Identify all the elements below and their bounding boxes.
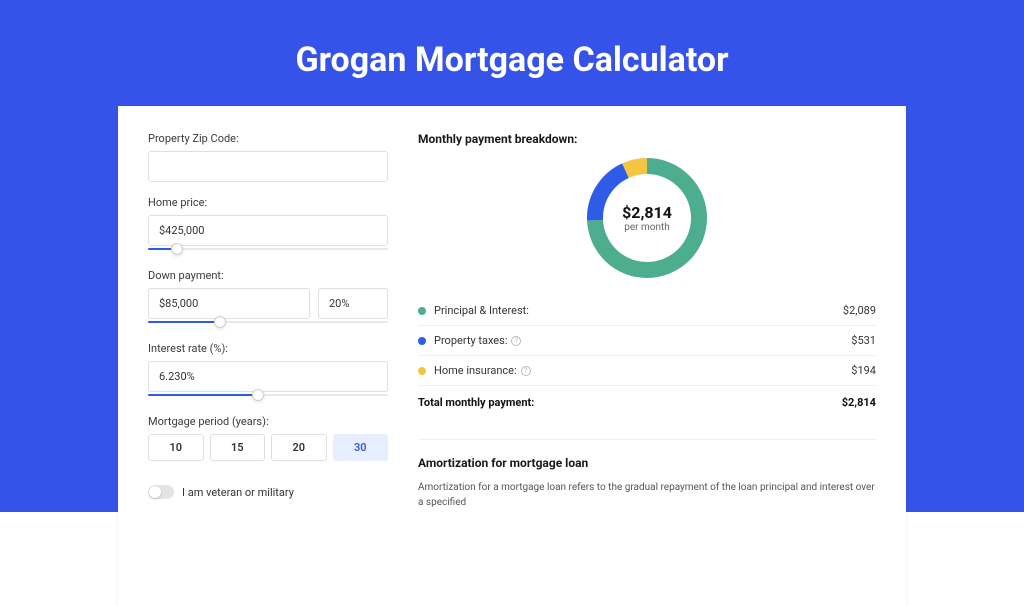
home-price-slider[interactable] xyxy=(148,245,388,255)
zip-input[interactable] xyxy=(148,151,388,182)
period-option-30[interactable]: 30 xyxy=(333,434,389,461)
legend-label: Property taxes:? xyxy=(434,334,851,347)
legend-value: $2,089 xyxy=(843,304,876,317)
total-label: Total monthly payment: xyxy=(418,396,842,409)
amortization-title: Amortization for mortgage loan xyxy=(418,456,876,470)
legend-dot xyxy=(418,307,426,315)
down-payment-label: Down payment: xyxy=(148,269,388,282)
period-option-15[interactable]: 15 xyxy=(210,434,266,461)
home-price-input[interactable] xyxy=(148,215,388,246)
breakdown-title: Monthly payment breakdown: xyxy=(418,132,876,146)
down-payment-input[interactable] xyxy=(148,288,310,319)
page-background: Grogan Mortgage Calculator Property Zip … xyxy=(0,0,1024,512)
total-row: Total monthly payment: $2,814 xyxy=(418,386,876,423)
form-panel: Property Zip Code: Home price: Down paym… xyxy=(148,132,388,580)
interest-rate-slider-thumb[interactable] xyxy=(252,389,264,401)
legend: Principal & Interest:$2,089Property taxe… xyxy=(418,296,876,386)
down-payment-pct-input[interactable] xyxy=(318,288,388,319)
home-price-slider-thumb[interactable] xyxy=(171,243,183,255)
home-price-label: Home price: xyxy=(148,196,388,209)
period-option-10[interactable]: 10 xyxy=(148,434,204,461)
legend-value: $531 xyxy=(851,334,876,347)
legend-row: Home insurance:?$194 xyxy=(418,356,876,386)
info-icon[interactable]: ? xyxy=(511,336,521,346)
amortization-body: Amortization for a mortgage loan refers … xyxy=(418,480,876,510)
donut-center-value: $2,814 xyxy=(622,203,672,222)
total-value: $2,814 xyxy=(842,396,876,409)
veteran-label: I am veteran or military xyxy=(182,486,294,499)
page-title: Grogan Mortgage Calculator xyxy=(295,40,728,80)
legend-dot xyxy=(418,367,426,375)
amortization-section: Amortization for mortgage loan Amortizat… xyxy=(418,439,876,510)
legend-row: Principal & Interest:$2,089 xyxy=(418,296,876,326)
calculator-card: Property Zip Code: Home price: Down paym… xyxy=(118,106,906,606)
zip-label: Property Zip Code: xyxy=(148,132,388,145)
interest-rate-slider[interactable] xyxy=(148,391,388,401)
legend-label: Home insurance:? xyxy=(434,364,851,377)
veteran-toggle[interactable] xyxy=(148,485,174,499)
donut-center-sub: per month xyxy=(622,222,672,233)
legend-value: $194 xyxy=(851,364,876,377)
period-option-20[interactable]: 20 xyxy=(271,434,327,461)
down-payment-slider[interactable] xyxy=(148,318,388,328)
legend-row: Property taxes:?$531 xyxy=(418,326,876,356)
legend-dot xyxy=(418,337,426,345)
down-payment-slider-thumb[interactable] xyxy=(214,316,226,328)
period-label: Mortgage period (years): xyxy=(148,415,388,428)
breakdown-panel: Monthly payment breakdown: $2,814 per mo… xyxy=(418,132,876,580)
info-icon[interactable]: ? xyxy=(521,366,531,376)
donut-chart: $2,814 per month xyxy=(587,158,707,278)
interest-rate-input[interactable] xyxy=(148,361,388,392)
interest-rate-label: Interest rate (%): xyxy=(148,342,388,355)
period-options: 10152030 xyxy=(148,434,388,461)
legend-label: Principal & Interest: xyxy=(434,304,843,317)
